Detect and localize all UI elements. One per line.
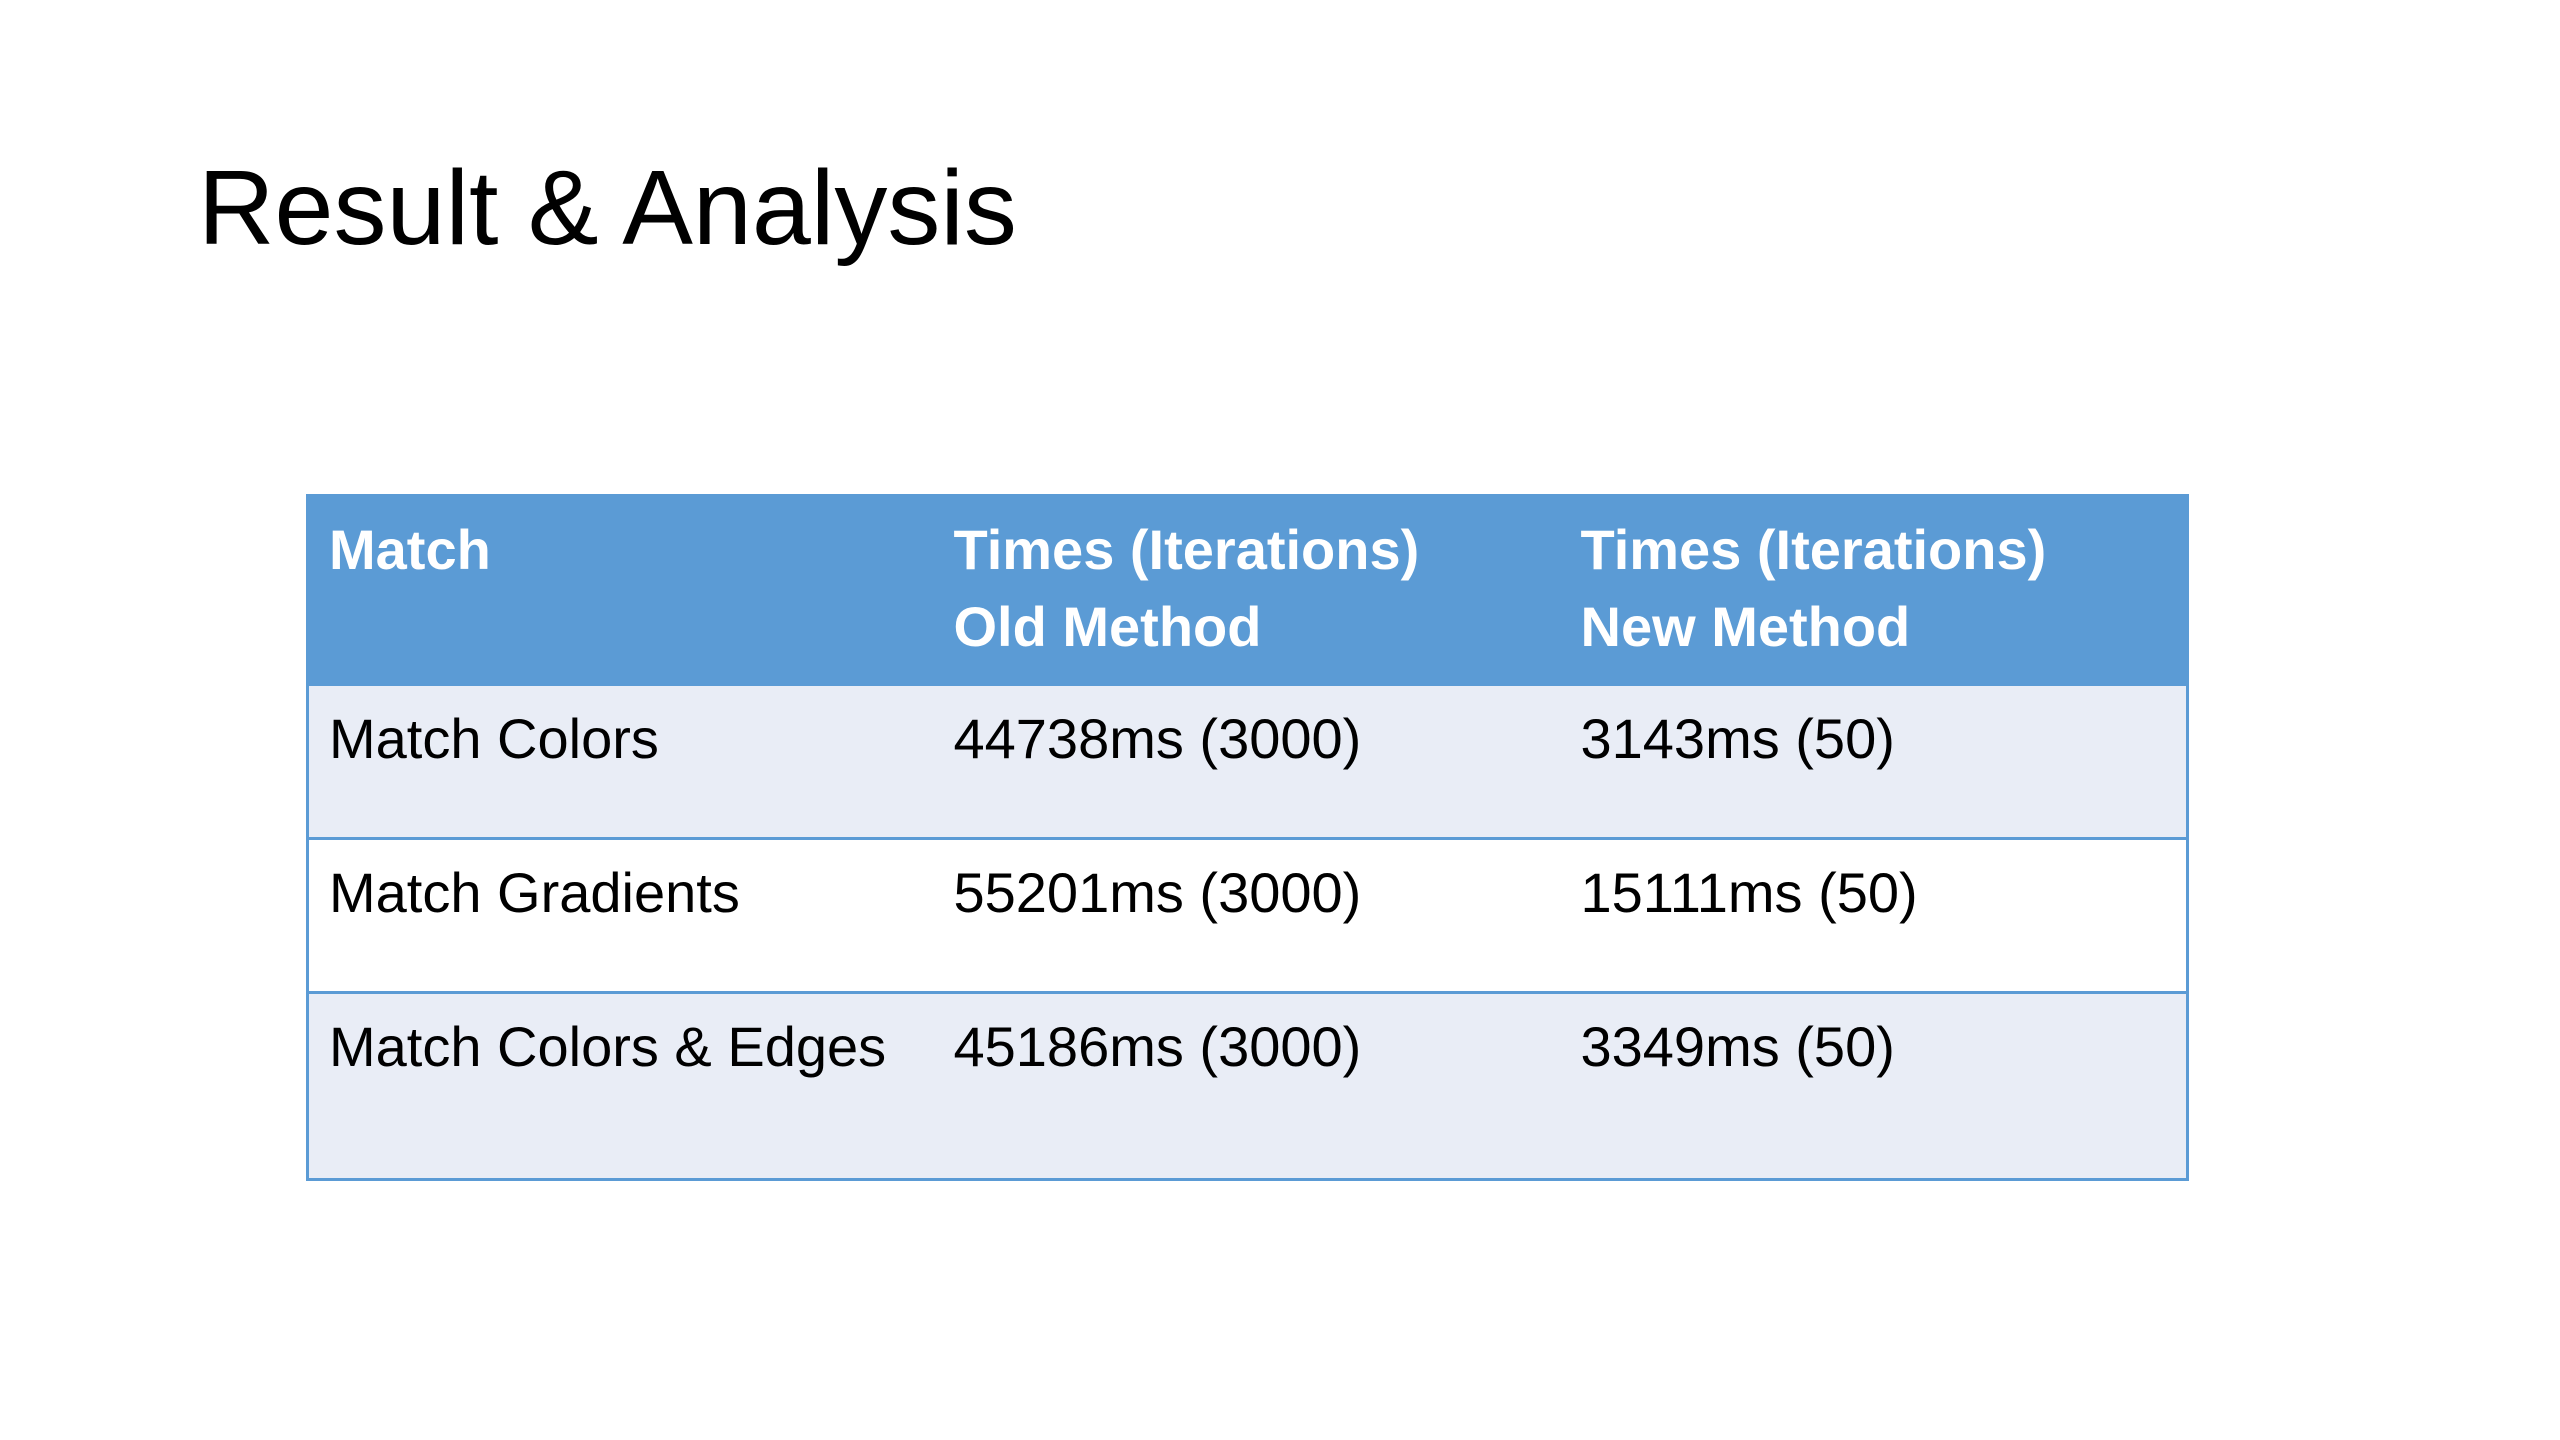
cell-match: Match Gradients [329,861,740,924]
header-old-method-line1: Times (Iterations) [953,518,1420,581]
cell-old-method: 45186ms (3000) [953,1015,1362,1078]
table-row: Match Colors 44738ms (3000) 3143ms (50) [307,684,2188,839]
cell-old-method: 55201ms (3000) [953,861,1362,924]
cell-old-method: 44738ms (3000) [953,707,1362,770]
slide-title: Result & Analysis [198,149,1017,267]
cell-match: Match Colors [329,707,659,770]
cell-match: Match Colors & Edges [329,1015,887,1078]
cell-new-method: 3143ms (50) [1580,707,1895,770]
header-new-method-line2: New Method [1580,595,1911,658]
header-match-label: Match [329,518,491,581]
table-header-row: Match Times (Iterations) Old Method Time… [307,495,2188,685]
cell-new-method: 3349ms (50) [1580,1015,1895,1078]
header-old-method-line2: Old Method [953,595,1262,658]
cell-new-method: 15111ms (50) [1580,861,1918,924]
header-match: Match [308,496,934,685]
table-row: Match Colors & Edges 45186ms (3000) 3349… [307,992,2188,1180]
results-table: Match Times (Iterations) Old Method Time… [306,494,2189,1181]
table-row: Match Gradients 55201ms (3000) 15111ms (… [307,838,2188,993]
header-old-method: Times (Iterations) Old Method [934,496,1561,685]
header-new-method-line1: Times (Iterations) [1580,518,2047,581]
header-new-method: Times (Iterations) New Method [1561,496,2188,685]
